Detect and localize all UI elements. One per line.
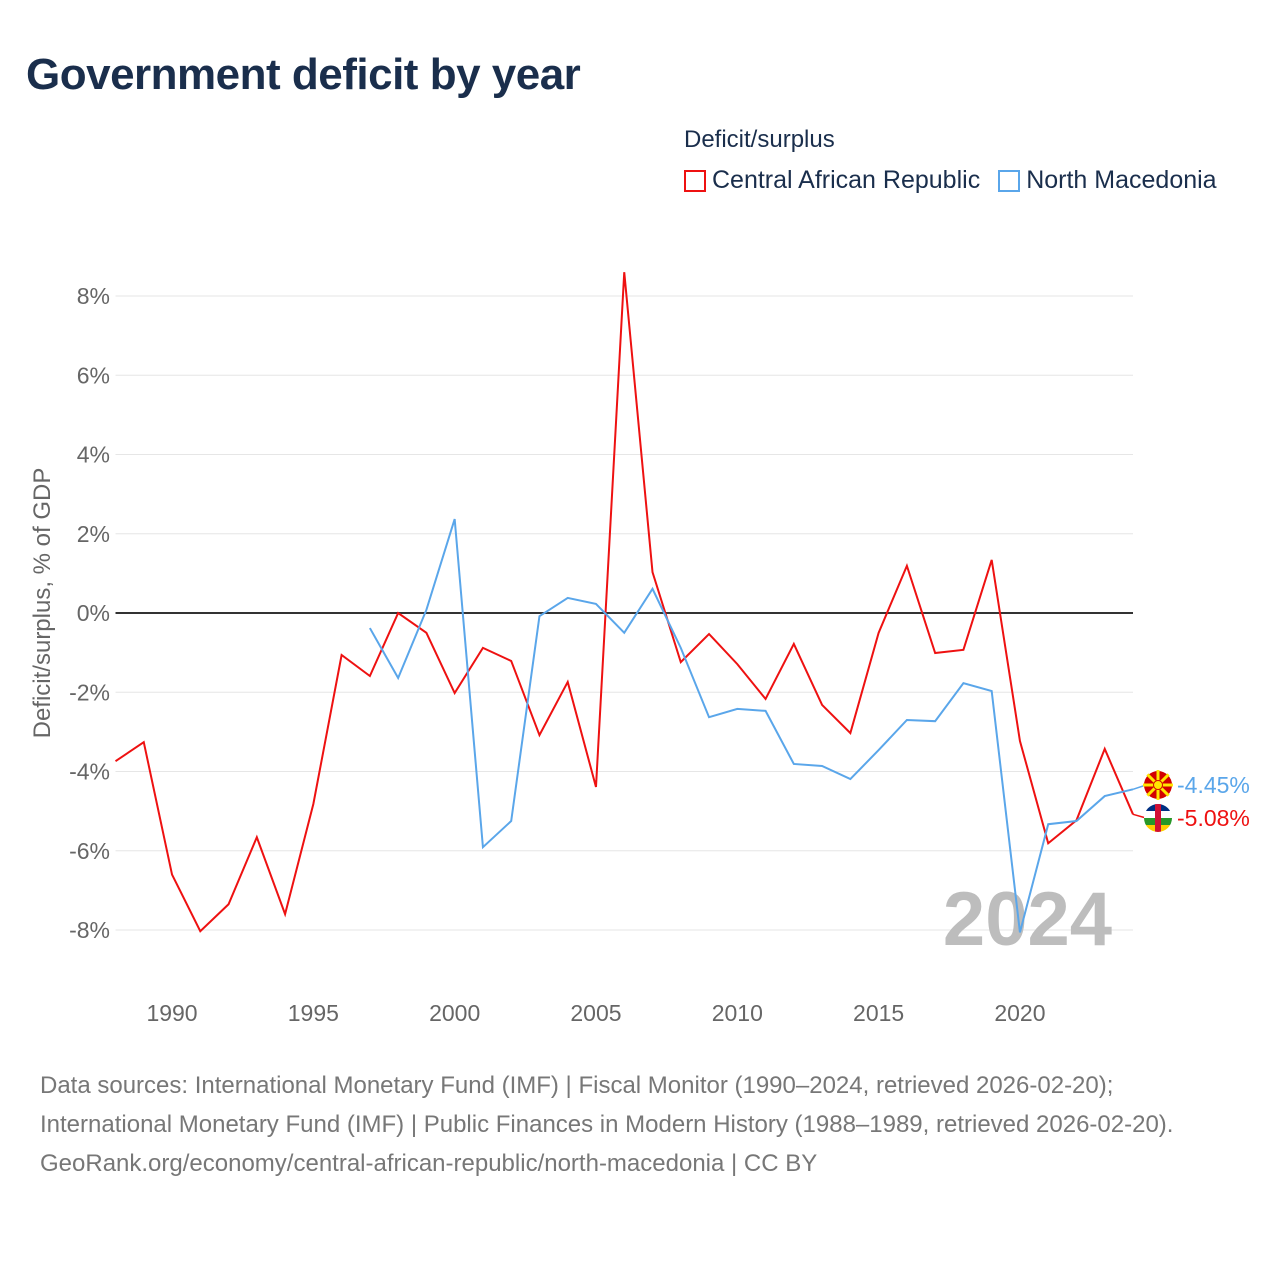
y-tick-label: -2% — [69, 679, 110, 705]
legend-swatch — [998, 169, 1021, 192]
sources: Data sources: International Monetary Fun… — [40, 1066, 1240, 1183]
north-macedonia-flag-icon — [1143, 770, 1173, 800]
end-value-label: -4.45% — [1177, 772, 1250, 798]
flag-sun — [1153, 780, 1163, 790]
legend-label: Central African Republic — [712, 166, 981, 194]
flag-red-band — [1155, 804, 1161, 832]
central-african-republic-flag-icon — [1144, 804, 1172, 832]
y-tick-label: 8% — [77, 283, 110, 309]
legend-label: North Macedonia — [1026, 166, 1217, 194]
flag-stripes — [1144, 804, 1172, 832]
x-tick-label: 2015 — [853, 1000, 904, 1026]
y-axis-label: Deficit/surplus, % of GDP — [29, 468, 56, 739]
series-line-north-macedonia — [369, 518, 1134, 933]
sources-link[interactable]: GeoRank.org/economy/central-african-repu… — [40, 1150, 818, 1177]
y-tick-label: 4% — [77, 442, 110, 468]
x-tick-label: 1995 — [288, 1000, 339, 1026]
x-tick-label: 1990 — [146, 1000, 197, 1026]
y-tick-label: 0% — [77, 600, 110, 626]
legend-title: Deficit/surplus — [684, 126, 835, 153]
x-tick-label: 2005 — [570, 1000, 621, 1026]
y-tick-label: 2% — [77, 521, 110, 547]
x-tick-label: 2010 — [712, 1000, 763, 1026]
y-tick-label: -8% — [69, 917, 110, 943]
sources-text: Data sources: International Monetary Fun… — [40, 1072, 1174, 1138]
line-chart: -8% -6% -4% -2% 0% 2% 4% 6% 8% 1990 1995 2000 2005 20… — [29, 272, 1250, 1026]
legend-item-north-macedonia[interactable]: North Macedonia — [998, 166, 1217, 195]
legend: Central African Republic North Macedonia — [684, 166, 1217, 195]
legend-swatch — [684, 169, 706, 192]
legend-item-central-african-republic[interactable]: Central African Republic — [684, 166, 980, 195]
x-tick-label: 2020 — [994, 1000, 1045, 1026]
y-tick-label: -6% — [69, 838, 110, 864]
end-label-connector — [1132, 813, 1147, 819]
y-tick-label: 6% — [77, 362, 110, 388]
x-tick-label: 2000 — [429, 1000, 480, 1026]
series-line-central-african-republic — [114, 272, 1134, 933]
year-annotation: 2024 — [943, 877, 1112, 962]
end-value-label: -5.08% — [1177, 805, 1250, 831]
y-tick-label: -4% — [69, 759, 110, 785]
chart-title: Government deficit by year — [26, 50, 581, 99]
